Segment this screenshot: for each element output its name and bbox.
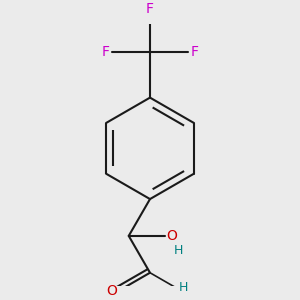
Text: O: O bbox=[167, 229, 177, 243]
Text: H: H bbox=[174, 244, 183, 257]
Text: O: O bbox=[106, 284, 117, 298]
Text: F: F bbox=[102, 45, 110, 59]
Text: F: F bbox=[190, 45, 198, 59]
Text: H: H bbox=[178, 281, 188, 294]
Text: F: F bbox=[146, 2, 154, 16]
